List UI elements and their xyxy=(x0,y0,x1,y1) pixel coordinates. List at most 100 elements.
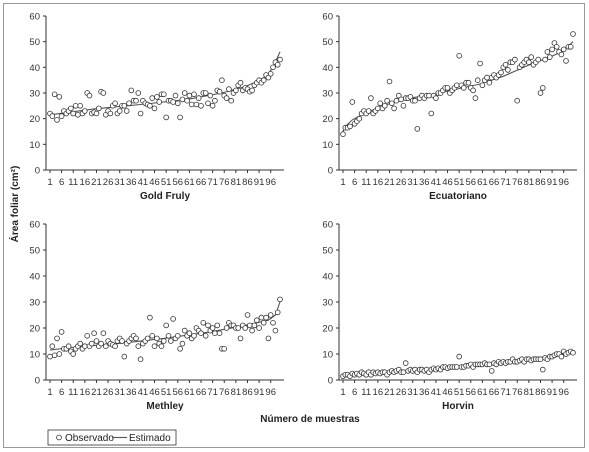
observed-point xyxy=(205,322,211,329)
observed-point xyxy=(77,103,83,109)
observed-point xyxy=(433,95,439,101)
observed-point xyxy=(144,335,151,342)
observed-point xyxy=(505,67,511,73)
x-tick-label: 86 xyxy=(535,387,546,398)
observed-point xyxy=(426,92,432,99)
observed-point xyxy=(70,351,76,357)
observed-point xyxy=(251,322,258,329)
y-tick-label: 20 xyxy=(29,114,40,125)
observed-point xyxy=(119,338,125,344)
observed-point xyxy=(498,69,504,76)
observed-point xyxy=(223,325,230,331)
observed-point xyxy=(558,353,565,360)
x-tick-label: 86 xyxy=(242,387,253,398)
observed-point xyxy=(277,56,283,63)
observed-point xyxy=(223,95,230,101)
observed-point xyxy=(163,322,170,329)
observed-point xyxy=(181,327,188,334)
observed-point xyxy=(161,91,167,98)
x-tick-label: 21 xyxy=(91,177,102,188)
y-tick-label: 30 xyxy=(322,298,333,309)
observed-point xyxy=(365,108,372,114)
observed-point xyxy=(453,82,460,89)
x-tick-label: 71 xyxy=(500,387,511,398)
x-tick-label: 36 xyxy=(419,387,430,398)
observed-point xyxy=(86,92,93,99)
observed-point xyxy=(428,110,435,117)
observed-point xyxy=(82,108,88,114)
x-tick-label: 11 xyxy=(361,387,371,398)
observed-point xyxy=(254,317,260,324)
x-tick-label: 31 xyxy=(407,177,418,188)
legend-estimated-label: Estimado xyxy=(129,433,171,444)
observed-point xyxy=(270,64,276,71)
observed-point xyxy=(116,108,123,114)
y-tick-label: 20 xyxy=(322,114,333,125)
x-tick-label: 61 xyxy=(184,387,195,398)
x-tick-label: 61 xyxy=(477,177,488,188)
x-tick-label: 66 xyxy=(489,387,500,398)
observed-point xyxy=(544,49,551,55)
observed-point xyxy=(381,103,388,109)
observed-point xyxy=(258,314,265,321)
x-tick-label: 56 xyxy=(172,387,183,398)
x-tick-label: 81 xyxy=(524,387,535,398)
observed-point xyxy=(98,340,104,347)
observed-point xyxy=(528,54,534,60)
x-tick-label: 71 xyxy=(500,177,511,188)
observed-point xyxy=(191,91,197,98)
observed-point xyxy=(49,343,56,350)
observed-point xyxy=(570,31,576,37)
y-tick-label: 10 xyxy=(322,140,333,151)
observed-point xyxy=(186,92,193,99)
observed-point xyxy=(93,110,100,117)
observed-point xyxy=(412,97,418,104)
x-tick-label: 81 xyxy=(524,177,535,188)
observed-point xyxy=(237,79,244,86)
observed-point xyxy=(175,332,181,339)
observed-point xyxy=(526,59,532,65)
observed-point xyxy=(126,100,132,107)
x-tick-label: 86 xyxy=(535,177,546,188)
observed-point xyxy=(84,332,90,339)
observed-point xyxy=(542,56,548,63)
observed-point xyxy=(121,103,128,109)
panel-title: Gold Fruly xyxy=(140,191,190,202)
observed-point xyxy=(479,82,486,89)
observed-point xyxy=(56,94,63,100)
observed-point xyxy=(209,325,216,331)
observed-point xyxy=(249,87,255,94)
figure-frame: 0 10 20 30 40 50 60 1 6 11 16 21 26 31 36 41 46 51 56 61 66 7… xyxy=(3,3,585,448)
x-tick-label: 76 xyxy=(219,177,230,188)
legend: Observado Estimado xyxy=(47,429,177,446)
x-tick-label: 91 xyxy=(547,177,558,188)
observed-point xyxy=(242,325,249,331)
observed-point xyxy=(398,96,404,103)
observed-point xyxy=(558,51,565,58)
x-tick-label: 51 xyxy=(454,177,465,188)
x-tick-label: 76 xyxy=(512,177,523,188)
observed-point xyxy=(563,58,569,64)
observed-point xyxy=(188,101,195,108)
observed-point xyxy=(233,87,239,94)
observed-point xyxy=(235,325,242,331)
x-tick-label: 76 xyxy=(512,387,523,398)
observed-point xyxy=(553,43,560,50)
x-tick-label: 46 xyxy=(149,177,160,188)
observed-point xyxy=(514,97,521,104)
observed-point xyxy=(263,314,269,321)
observed-point xyxy=(147,103,153,109)
observed-point xyxy=(260,319,267,326)
observed-point xyxy=(70,110,76,117)
observed-point xyxy=(537,356,544,363)
observed-point xyxy=(453,364,460,370)
observed-point xyxy=(267,312,274,318)
x-tick-label: 41 xyxy=(138,177,149,188)
observed-point xyxy=(214,322,221,329)
y-tick-label: 0 xyxy=(328,166,333,177)
observed-point xyxy=(414,126,421,132)
observed-point xyxy=(198,330,204,337)
x-tick-label: 26 xyxy=(396,177,407,188)
observed-point xyxy=(209,103,216,109)
